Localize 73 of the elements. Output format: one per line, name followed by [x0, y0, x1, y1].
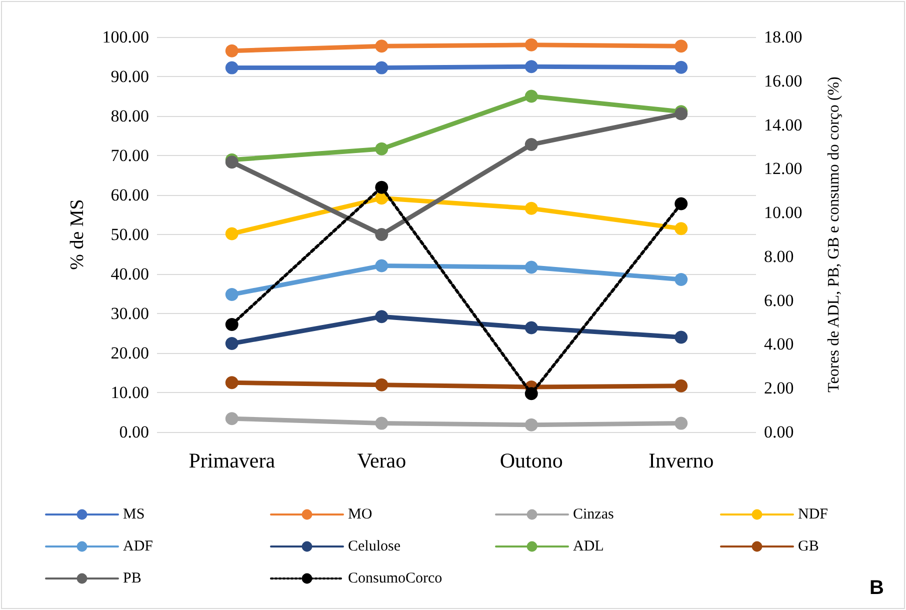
y2-tick-label: 6.00 — [764, 290, 794, 310]
point — [225, 44, 238, 58]
y2-tick-label: 4.00 — [764, 334, 794, 354]
point — [375, 40, 388, 53]
y-tick-label: 100.00 — [102, 28, 149, 46]
point — [674, 416, 688, 430]
y-tick-label: 40.00 — [110, 264, 149, 284]
point — [225, 376, 238, 390]
point — [524, 418, 538, 432]
y-tick-label: 20.00 — [110, 344, 149, 362]
point — [225, 412, 238, 426]
point — [524, 202, 538, 215]
point — [524, 138, 538, 152]
legend-label: MO — [348, 506, 372, 522]
point — [225, 288, 238, 302]
y2-axis-title: Teores de ADL, PB, GB e consumo do corço (%) — [826, 76, 842, 392]
legend-label: ADL — [573, 538, 604, 554]
y2-tick-label: 14.00 — [764, 115, 802, 134]
point — [375, 61, 388, 74]
point — [524, 260, 538, 274]
legend-label: PB — [123, 570, 142, 586]
point — [674, 60, 688, 74]
x-tick-label: Primavera — [188, 448, 276, 472]
text: B — [870, 577, 884, 599]
y2-tick-label: 18.00 — [764, 28, 802, 46]
y2-tick-label: 8.00 — [764, 246, 794, 266]
y-tick-label: 90.00 — [110, 67, 149, 86]
point — [225, 156, 238, 169]
y-tick-label: 80.00 — [110, 106, 149, 126]
y-tick-label: 60.00 — [110, 186, 149, 204]
legend-label: Celulose — [348, 538, 401, 554]
point — [674, 222, 688, 236]
point — [674, 330, 688, 344]
y2-tick-label: 10.00 — [764, 203, 802, 222]
point — [674, 197, 688, 210]
y-tick-label: 50.00 — [110, 225, 149, 244]
legend-label: NDF — [798, 506, 828, 522]
x-tick-label: Inverno — [648, 448, 714, 472]
point — [225, 337, 238, 350]
point — [375, 228, 388, 241]
point — [524, 90, 538, 103]
point — [225, 318, 238, 331]
point — [524, 321, 538, 334]
point — [225, 227, 238, 240]
point — [375, 180, 388, 194]
legend-label: Cinzas — [573, 506, 614, 522]
point — [524, 387, 538, 400]
point — [375, 378, 388, 392]
x-tick-label: Verao — [357, 448, 406, 472]
point — [375, 142, 388, 156]
point — [674, 273, 688, 286]
point — [375, 416, 388, 430]
y-axis-title: % de MS — [67, 199, 88, 270]
point — [524, 60, 538, 74]
legend-label: ADF — [123, 538, 154, 554]
legend-label: ConsumoCorco — [348, 570, 442, 586]
point — [674, 379, 688, 392]
x-tick-label: Outono — [500, 448, 563, 472]
legend-label: GB — [798, 538, 819, 554]
y2-tick-label: 16.00 — [764, 71, 802, 90]
point — [375, 310, 388, 324]
y-tick-label: 70.00 — [110, 146, 149, 165]
legend-label: MS — [123, 506, 145, 522]
y2-tick-label: 12.00 — [764, 159, 802, 178]
point — [524, 38, 538, 52]
point — [674, 40, 688, 53]
point — [375, 259, 388, 272]
y-tick-label: 10.00 — [110, 383, 149, 402]
point — [225, 61, 238, 74]
y-tick-label: 0.00 — [119, 422, 149, 442]
y2-tick-label: 2.00 — [764, 378, 794, 398]
y-tick-label: 30.00 — [110, 304, 149, 323]
y2-tick-label: 0.00 — [764, 422, 794, 442]
